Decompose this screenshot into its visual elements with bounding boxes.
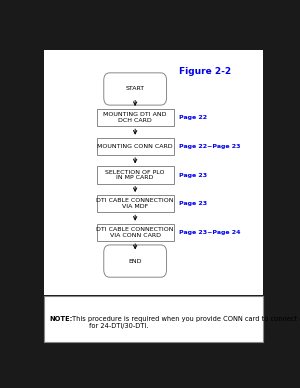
Text: Figure 2-2: Figure 2-2 — [179, 68, 231, 76]
Text: Page 22~Page 23: Page 22~Page 23 — [179, 144, 241, 149]
Text: START: START — [126, 87, 145, 92]
Text: MOUNTING CONN CARD: MOUNTING CONN CARD — [97, 144, 173, 149]
Text: END: END — [128, 258, 142, 263]
Text: DTI CABLE CONNECTION
VIA MDF: DTI CABLE CONNECTION VIA MDF — [96, 198, 174, 209]
FancyBboxPatch shape — [97, 138, 173, 155]
Text: Page 23~Page 24: Page 23~Page 24 — [179, 230, 241, 235]
FancyBboxPatch shape — [44, 296, 263, 342]
Text: This procedure is required when you provide CONN card to connect a coaxial cable: This procedure is required when you prov… — [72, 316, 300, 329]
Text: Page 23: Page 23 — [179, 201, 208, 206]
FancyBboxPatch shape — [97, 166, 173, 184]
FancyBboxPatch shape — [97, 195, 173, 212]
FancyBboxPatch shape — [104, 73, 167, 105]
FancyBboxPatch shape — [44, 50, 263, 294]
Text: Page 22: Page 22 — [179, 115, 208, 120]
Text: SELECTION OF PLO
IN MP CARD: SELECTION OF PLO IN MP CARD — [105, 170, 165, 180]
Text: MOUNTING DTI AND
DCH CARD: MOUNTING DTI AND DCH CARD — [103, 112, 167, 123]
Text: Page 23: Page 23 — [179, 173, 208, 178]
Text: NOTE:: NOTE: — [49, 316, 73, 322]
FancyBboxPatch shape — [97, 224, 173, 241]
FancyBboxPatch shape — [104, 245, 167, 277]
FancyBboxPatch shape — [97, 109, 173, 126]
Text: DTI CABLE CONNECTION
VIA CONN CARD: DTI CABLE CONNECTION VIA CONN CARD — [96, 227, 174, 238]
